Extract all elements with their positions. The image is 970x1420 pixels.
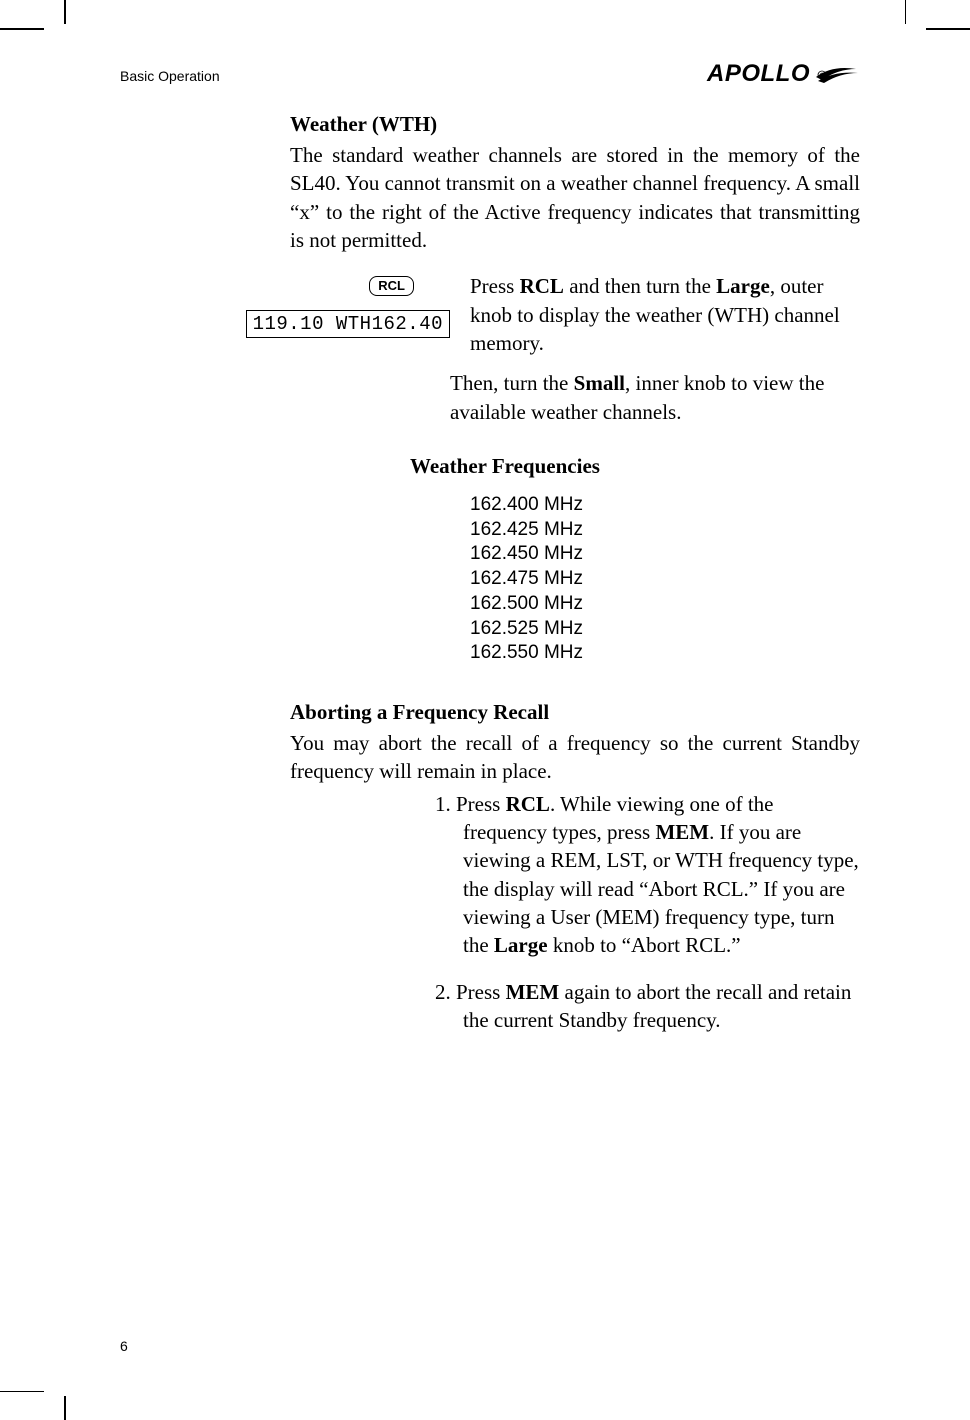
text-bold: RCL	[506, 792, 550, 816]
marginal-graphics: RCL 119.10 WTH162.40	[215, 272, 450, 357]
text-bold: Large	[494, 933, 548, 957]
freq-item: 162.500 MHz	[470, 592, 860, 617]
freq-item: 162.450 MHz	[470, 542, 860, 567]
text: knob to “Abort RCL.”	[548, 933, 741, 957]
freq-item: 162.425 MHz	[470, 518, 860, 543]
abort-intro: You may abort the recall of a frequency …	[290, 729, 860, 786]
text-bold: Large	[716, 274, 770, 298]
running-title: Basic Operation	[120, 60, 220, 84]
text: Then, turn the	[450, 371, 574, 395]
freq-item: 162.525 MHz	[470, 617, 860, 642]
text-bold: RCL	[520, 274, 564, 298]
text: 1. Press	[435, 792, 506, 816]
rcl-key-icon: RCL	[369, 276, 414, 296]
weather-step-b: Then, turn the Small, inner knob to view…	[450, 369, 860, 426]
abort-step-1: 1. Press RCL. While viewing one of the f…	[435, 790, 860, 960]
crop-mark	[905, 0, 907, 24]
weather-freq-title: Weather Frequencies	[410, 454, 860, 479]
page-content: Basic Operation APOLLO Weather (WTH) The…	[120, 60, 860, 1052]
crop-mark	[0, 1391, 44, 1393]
page-number: 6	[120, 1338, 128, 1354]
abort-section-title: Aborting a Frequency Recall	[290, 700, 860, 725]
text-bold: Small	[574, 371, 625, 395]
freq-item: 162.475 MHz	[470, 567, 860, 592]
weather-instruction-row: RCL 119.10 WTH162.40 Press RCL and then …	[290, 272, 860, 357]
text: Press	[470, 274, 520, 298]
running-header: Basic Operation APOLLO	[120, 60, 860, 88]
text: and then turn the	[564, 274, 716, 298]
weather-intro: The standard weather channels are stored…	[290, 141, 860, 254]
freq-item: 162.400 MHz	[470, 493, 860, 518]
logo-swoosh-icon	[814, 63, 860, 85]
freq-item: 162.550 MHz	[470, 641, 860, 666]
text: 2. Press	[435, 980, 506, 1004]
apollo-logo: APOLLO	[707, 60, 860, 88]
text-bold: MEM	[506, 980, 560, 1004]
weather-step-a: Press RCL and then turn the Large, outer…	[470, 272, 860, 357]
main-content: Weather (WTH) The standard weather chann…	[290, 112, 860, 1034]
crop-mark	[926, 28, 970, 30]
crop-mark	[0, 28, 44, 30]
abort-step-2: 2. Press MEM again to abort the recall a…	[435, 978, 860, 1035]
lcd-display: 119.10 WTH162.40	[246, 310, 450, 338]
crop-mark	[64, 1396, 66, 1420]
abort-steps: 1. Press RCL. While viewing one of the f…	[435, 790, 860, 1035]
weather-section-title: Weather (WTH)	[290, 112, 860, 137]
crop-mark	[64, 0, 66, 24]
logo-text: APOLLO	[707, 60, 810, 88]
text-bold: MEM	[655, 820, 709, 844]
weather-freq-list: 162.400 MHz 162.425 MHz 162.450 MHz 162.…	[470, 493, 860, 666]
